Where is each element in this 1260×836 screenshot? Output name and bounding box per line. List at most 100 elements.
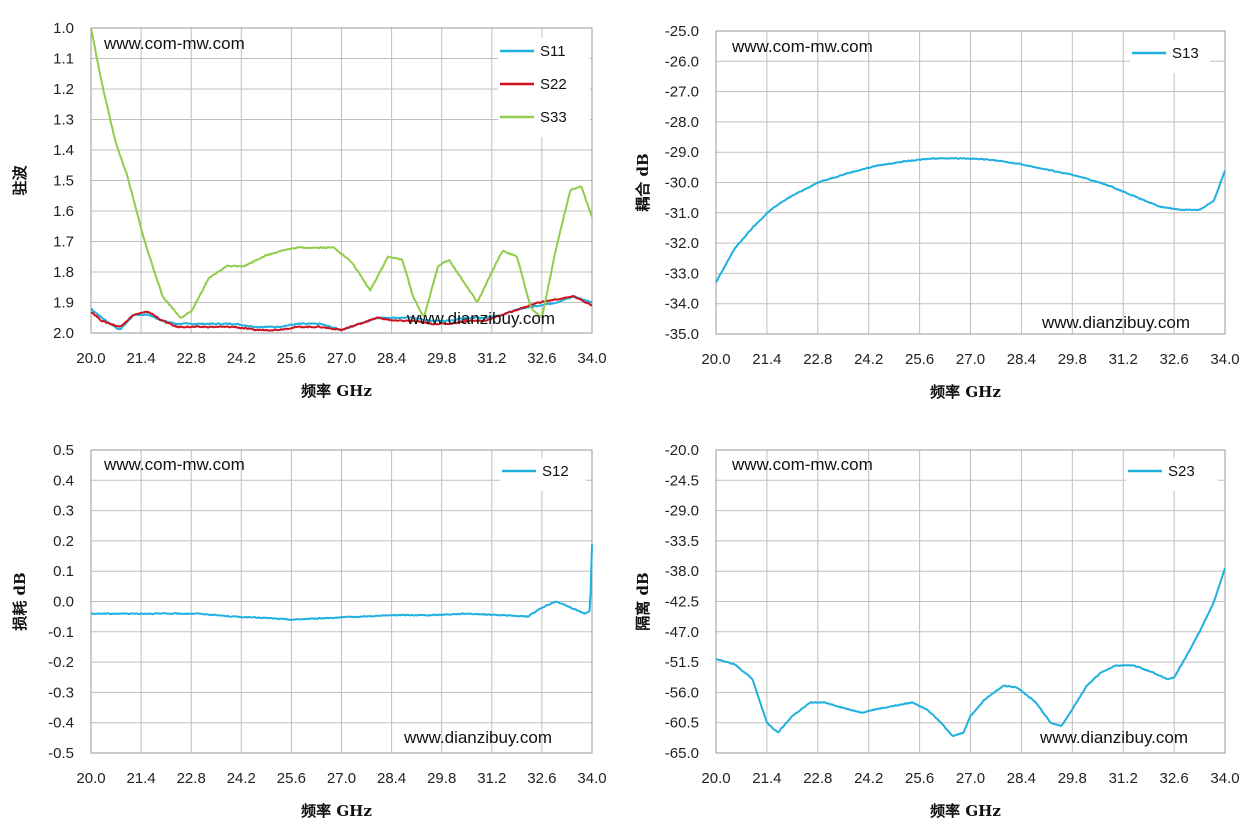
y-tick-label: -30.0 [665, 175, 699, 192]
y-tick-label: 1.8 [53, 264, 74, 281]
x-tick-label: 29.8 [427, 350, 456, 367]
y-tick-label: -0.2 [48, 654, 74, 671]
y-tick-label: -29.0 [665, 503, 699, 520]
x-tick-label: 28.4 [377, 350, 406, 367]
x-tick-label: 34.0 [577, 770, 606, 787]
x-tick-label: 32.6 [1159, 351, 1188, 368]
y-tick-label: -0.5 [48, 745, 74, 762]
chart-4: 20.0 21.4 22.8 24.2 25.6 27.0 28.4 29.8 31.2 32.6… [634, 442, 1240, 820]
watermark-top: www.com-mw.com [103, 455, 245, 474]
y-tick-label: -47.0 [665, 624, 699, 641]
x-tick-label: 24.2 [227, 350, 256, 367]
y-tick-label: -38.0 [665, 563, 699, 580]
plot-area [715, 30, 1226, 335]
y-tick-label: 2.0 [53, 325, 74, 342]
watermark-top: www.com-mw.com [103, 34, 245, 53]
y-tick-label: 1.4 [53, 142, 74, 159]
x-tick-label: 34.0 [1210, 770, 1239, 787]
y-tick-label: 1.6 [53, 203, 74, 220]
x-tick-label: 22.8 [177, 350, 206, 367]
y-tick-label: 1.2 [53, 81, 74, 98]
series-line-s33 [90, 27, 593, 319]
x-tick-label: 24.2 [227, 770, 256, 787]
legend-box [1130, 40, 1210, 73]
legend-label-s23: S23 [1168, 463, 1195, 480]
x-tick-label: 21.4 [126, 350, 155, 367]
x-tick-label: 21.4 [752, 351, 781, 368]
series-line-s13 [715, 156, 1226, 283]
series-line-s12 [90, 544, 593, 621]
watermark-top: www.com-mw.com [731, 455, 873, 474]
plot-area [715, 449, 1226, 754]
y-tick-label: -26.0 [665, 53, 699, 70]
x-tick-label: 22.8 [803, 770, 832, 787]
x-tick-label: 25.6 [905, 770, 934, 787]
series-line-s22 [90, 295, 593, 332]
watermark-bottom: www.dianzibuy.com [406, 309, 555, 328]
x-tick-label: 20.0 [701, 351, 730, 368]
x-tick-label: 25.6 [277, 350, 306, 367]
y-tick-label: -35.0 [665, 326, 699, 343]
x-tick-label: 31.2 [477, 770, 506, 787]
y-axis-title: 损耗 dB [11, 572, 29, 630]
y-tick-label: -24.5 [665, 472, 699, 489]
y-tick-label: 0.1 [53, 563, 74, 580]
legend-box [498, 38, 590, 137]
x-axis-title: 频率 GHz [301, 382, 372, 400]
y-tick-label: 0.2 [53, 533, 74, 550]
x-tick-label: 24.2 [854, 351, 883, 368]
watermark-bottom: www.dianzibuy.com [1039, 728, 1188, 747]
legend-label-s12: S12 [542, 463, 569, 480]
y-tick-label: 0.4 [53, 472, 74, 489]
y-tick-label: -29.0 [665, 144, 699, 161]
x-tick-label: 22.8 [803, 351, 832, 368]
x-tick-label: 20.0 [76, 350, 105, 367]
y-axis-title: 隔离 dB [634, 572, 652, 630]
y-tick-label: -0.4 [48, 715, 74, 732]
x-tick-label: 32.6 [527, 770, 556, 787]
y-tick-label: -42.5 [665, 594, 699, 611]
chart-2: 20.0 21.4 22.8 24.2 25.6 27.0 28.4 29.8 31.2 32.6… [634, 23, 1240, 401]
watermark-bottom: www.dianzibuy.com [403, 728, 552, 747]
plot-area [90, 449, 593, 754]
x-tick-label: 22.8 [177, 770, 206, 787]
x-tick-label: 27.0 [956, 770, 985, 787]
x-tick-label: 27.0 [327, 770, 356, 787]
x-tick-label: 28.4 [1007, 351, 1036, 368]
y-tick-label: -33.5 [665, 533, 699, 550]
x-tick-label: 25.6 [905, 351, 934, 368]
x-tick-label: 34.0 [1210, 351, 1239, 368]
y-tick-label: -65.0 [665, 745, 699, 762]
y-tick-label: 1.0 [53, 20, 74, 37]
y-tick-label: -0.1 [48, 624, 74, 641]
legend-label-s13: S13 [1172, 45, 1199, 62]
y-tick-label: -56.0 [665, 684, 699, 701]
y-tick-label: 1.5 [53, 173, 74, 190]
y-tick-label: -20.0 [665, 442, 699, 459]
x-tick-label: 34.0 [577, 350, 606, 367]
plot-area [90, 27, 593, 334]
x-tick-label: 20.0 [76, 770, 105, 787]
x-tick-label: 21.4 [752, 770, 781, 787]
y-tick-label: 1.9 [53, 295, 74, 312]
x-tick-label: 29.8 [1058, 351, 1087, 368]
x-tick-label: 31.2 [477, 350, 506, 367]
x-tick-label: 32.6 [1159, 770, 1188, 787]
y-tick-label: -28.0 [665, 114, 699, 131]
x-tick-label: 29.8 [427, 770, 456, 787]
legend-box [1126, 458, 1218, 491]
x-tick-label: 31.2 [1109, 351, 1138, 368]
y-tick-label: -32.0 [665, 235, 699, 252]
x-tick-label: 25.6 [277, 770, 306, 787]
x-tick-label: 31.2 [1109, 770, 1138, 787]
y-tick-label: -31.0 [665, 205, 699, 222]
x-tick-label: 20.0 [701, 770, 730, 787]
y-tick-label: -33.0 [665, 265, 699, 282]
y-tick-label: 0.3 [53, 503, 74, 520]
chart-3: 20.0 21.4 22.8 24.2 25.6 27.0 28.4 29.8 31.2 32.6… [11, 442, 607, 820]
y-tick-label: -51.5 [665, 654, 699, 671]
series-line-s23 [715, 567, 1226, 737]
y-tick-label: -34.0 [665, 296, 699, 313]
legend-label-s11: S11 [540, 43, 566, 60]
